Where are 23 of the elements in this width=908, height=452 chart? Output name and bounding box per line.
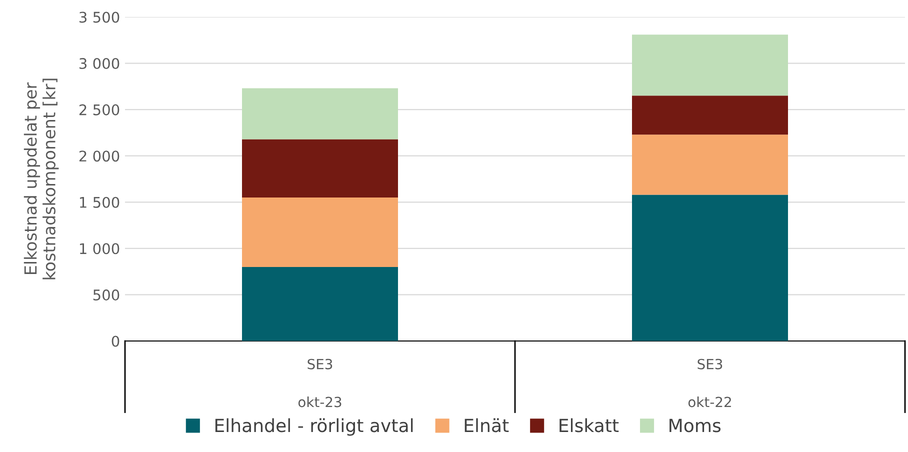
bar [632, 194, 788, 341]
legend-label: Moms [670, 418, 721, 432]
category-label: SE3 okt-22 [688, 358, 731, 408]
bar [242, 139, 398, 198]
y-tick-label: 2 000 [79, 150, 120, 162]
bar [632, 134, 788, 195]
bar [632, 34, 788, 96]
bar [242, 266, 398, 341]
bar [242, 198, 398, 267]
y-tick-label: 500 [93, 289, 120, 300]
bar [632, 96, 788, 135]
y-tick-label: 1 500 [80, 196, 120, 208]
y-tick-label: 1 000 [80, 243, 120, 254]
bar [242, 88, 398, 140]
y-axis-title: Elkostnad uppdelat per kostnadskomponent [kr] [24, 78, 59, 280]
y-tick-label: 2 500 [79, 104, 120, 116]
legend-label: Elnät [464, 418, 509, 432]
y-tick-label: 3 000 [80, 58, 120, 70]
legend-label: Elhandel - rörligt avtal [215, 418, 413, 436]
legend-label: Elskatt [560, 418, 619, 432]
y-tick-label: 3 500 [80, 12, 120, 23]
y-tick-label: 0 [112, 336, 120, 347]
category-label: SE3 okt-23 [298, 358, 342, 408]
